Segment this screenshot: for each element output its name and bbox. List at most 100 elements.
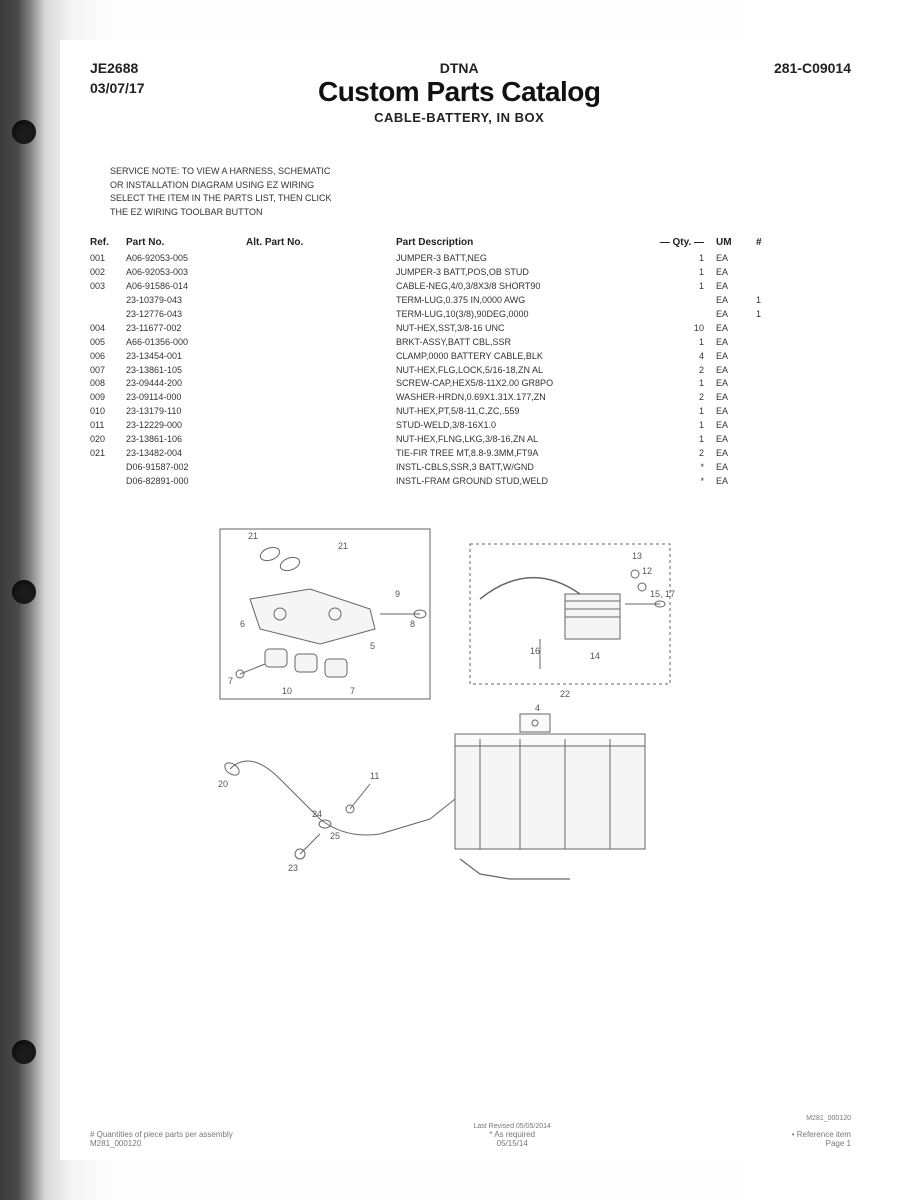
cell-ref: 010 bbox=[90, 405, 126, 419]
cell-qty: 1 bbox=[656, 419, 716, 433]
cell-desc: WASHER-HRDN,0.69X1.31X.177,ZN bbox=[396, 391, 656, 405]
cell-part: 23-13179-110 bbox=[126, 405, 246, 419]
cell-qty: 1 bbox=[656, 252, 716, 266]
table-row: 01023-13179-110NUT-HEX,PT,5/8-11,C,ZC,.5… bbox=[90, 405, 851, 419]
cell-um: EA bbox=[716, 322, 756, 336]
svg-text:23: 23 bbox=[288, 863, 298, 873]
header-left: JE2688 03/07/17 bbox=[90, 60, 145, 100]
cell-qty: 2 bbox=[656, 391, 716, 405]
cell-ref: 011 bbox=[90, 419, 126, 433]
cell-um: EA bbox=[716, 391, 756, 405]
svg-text:16: 16 bbox=[530, 646, 540, 656]
cell-ref: 002 bbox=[90, 266, 126, 280]
table-row: 00723-13861-105 NUT-HEX,FLG,LOCK,5/16-18,… bbox=[90, 364, 851, 378]
cell-qty: 1 bbox=[656, 336, 716, 350]
footnote-page: Page 1 bbox=[792, 1139, 851, 1148]
cell-desc: JUMPER-3 BATT,POS,OB STUD bbox=[396, 266, 656, 280]
svg-text:5: 5 bbox=[370, 641, 375, 651]
brand-label: DTNA bbox=[145, 60, 774, 76]
svg-text:14: 14 bbox=[590, 651, 600, 661]
cell-ref: 005 bbox=[90, 336, 126, 350]
cell-alt bbox=[246, 433, 396, 447]
cell-alt bbox=[246, 419, 396, 433]
cell-um: EA bbox=[716, 405, 756, 419]
cell-qty: * bbox=[656, 461, 716, 475]
table-row: 02123-13482-004TIE-FIR TREE MT,8.8-9.3MM… bbox=[90, 447, 851, 461]
svg-text:6: 6 bbox=[240, 619, 245, 629]
table-header: Ref. Part No. Alt. Part No. Part Descrip… bbox=[90, 237, 851, 248]
cell-num bbox=[756, 252, 776, 266]
cell-um: EA bbox=[716, 308, 756, 322]
footnote-refitem: • Reference item bbox=[792, 1130, 851, 1139]
footer-left: # Quantities of piece parts per assembly… bbox=[90, 1130, 233, 1148]
cell-alt bbox=[246, 336, 396, 350]
cell-um: EA bbox=[716, 252, 756, 266]
doc-code: JE2688 bbox=[90, 60, 145, 76]
svg-text:11: 11 bbox=[370, 771, 379, 781]
cell-desc: TERM-LUG,10(3/8),90DEG,0000 bbox=[396, 308, 656, 322]
table-row: 005A66-01356-000BRKT-ASSY,BATT CBL,SSR1E… bbox=[90, 336, 851, 350]
table-body: 001A06-92053-005JUMPER-3 BATT,NEG1EA002A… bbox=[90, 252, 851, 489]
table-row: 002A06-92053-003JUMPER-3 BATT,POS,OB STU… bbox=[90, 266, 851, 280]
cell-ref: 001 bbox=[90, 252, 126, 266]
cell-ref: 004 bbox=[90, 322, 126, 336]
cell-qty bbox=[656, 308, 716, 322]
cell-um: EA bbox=[716, 377, 756, 391]
note-line: THE EZ WIRING TOOLBAR BUTTON bbox=[110, 206, 851, 220]
svg-text:25: 25 bbox=[330, 831, 340, 841]
cell-desc: STUD-WELD,3/8-16X1.0 bbox=[396, 419, 656, 433]
svg-text:13: 13 bbox=[632, 551, 642, 561]
cell-ref bbox=[90, 308, 126, 322]
cell-ref bbox=[90, 294, 126, 308]
table-row: 01123-12229-000STUD-WELD,3/8-16X1.01EA bbox=[90, 419, 851, 433]
cell-alt bbox=[246, 377, 396, 391]
cell-desc: INSTL-FRAM GROUND STUD,WELD bbox=[396, 475, 656, 489]
cell-um: EA bbox=[716, 266, 756, 280]
svg-text:8: 8 bbox=[410, 619, 415, 629]
cell-desc: JUMPER-3 BATT,NEG bbox=[396, 252, 656, 266]
cell-num bbox=[756, 364, 776, 378]
page-subtitle: CABLE-BATTERY, IN BOX bbox=[145, 110, 774, 125]
cell-alt bbox=[246, 322, 396, 336]
table-row: 003A06-91586-014CABLE-NEG,4/0,3/8X3/8 SH… bbox=[90, 280, 851, 294]
cell-um: EA bbox=[716, 475, 756, 489]
service-note: SERVICE NOTE: TO VIEW A HARNESS, SCHEMAT… bbox=[110, 165, 851, 219]
cell-part: 23-13454-001 bbox=[126, 350, 246, 364]
cell-num bbox=[756, 336, 776, 350]
svg-text:4: 4 bbox=[535, 703, 540, 713]
cell-desc: NUT-HEX,FLNG,LKG,3/8-16,ZN AL bbox=[396, 433, 656, 447]
cell-desc: NUT-HEX,FLG,LOCK,5/16-18,ZN AL bbox=[396, 364, 656, 378]
table-row: 00923-09114-000 WASHER-HRDN,0.69X1.31X.17… bbox=[90, 391, 851, 405]
cell-um: EA bbox=[716, 433, 756, 447]
cell-desc: TERM-LUG,0.375 IN,0000 AWG bbox=[396, 294, 656, 308]
cell-qty: 1 bbox=[656, 405, 716, 419]
cell-qty: 2 bbox=[656, 364, 716, 378]
cell-alt bbox=[246, 308, 396, 322]
cell-alt bbox=[246, 461, 396, 475]
cell-qty: 1 bbox=[656, 433, 716, 447]
cell-num bbox=[756, 447, 776, 461]
parts-table: Ref. Part No. Alt. Part No. Part Descrip… bbox=[90, 237, 851, 489]
cell-part: 23-10379-043 bbox=[126, 294, 246, 308]
table-row: 00423-11677-002NUT-HEX,SST,3/8-16 UNC10E… bbox=[90, 322, 851, 336]
cell-ref: 003 bbox=[90, 280, 126, 294]
cell-part: D06-91587-002 bbox=[126, 461, 246, 475]
cell-ref: 006 bbox=[90, 350, 126, 364]
svg-text:24: 24 bbox=[312, 809, 322, 819]
svg-text:21: 21 bbox=[338, 541, 348, 551]
cell-num bbox=[756, 322, 776, 336]
col-ref: Ref. bbox=[90, 237, 126, 248]
footer-right: M281_000120 • Reference item Page 1 bbox=[792, 1115, 851, 1148]
svg-text:21: 21 bbox=[248, 531, 258, 541]
cell-ref: 009 bbox=[90, 391, 126, 405]
table-row: 00623-13454-001CLAMP,0000 BATTERY CABLE,… bbox=[90, 350, 851, 364]
cell-part: 23-13861-105 bbox=[126, 364, 246, 378]
footnote-date: 05/15/14 bbox=[474, 1139, 551, 1148]
cell-ref: 007 bbox=[90, 364, 126, 378]
cell-desc: NUT-HEX,SST,3/8-16 UNC bbox=[396, 322, 656, 336]
cell-um: EA bbox=[716, 280, 756, 294]
cell-part: 23-09114-000 bbox=[126, 391, 246, 405]
col-desc: Part Description bbox=[396, 237, 656, 248]
cell-um: EA bbox=[716, 461, 756, 475]
header-right: 281-C09014 bbox=[774, 60, 851, 76]
